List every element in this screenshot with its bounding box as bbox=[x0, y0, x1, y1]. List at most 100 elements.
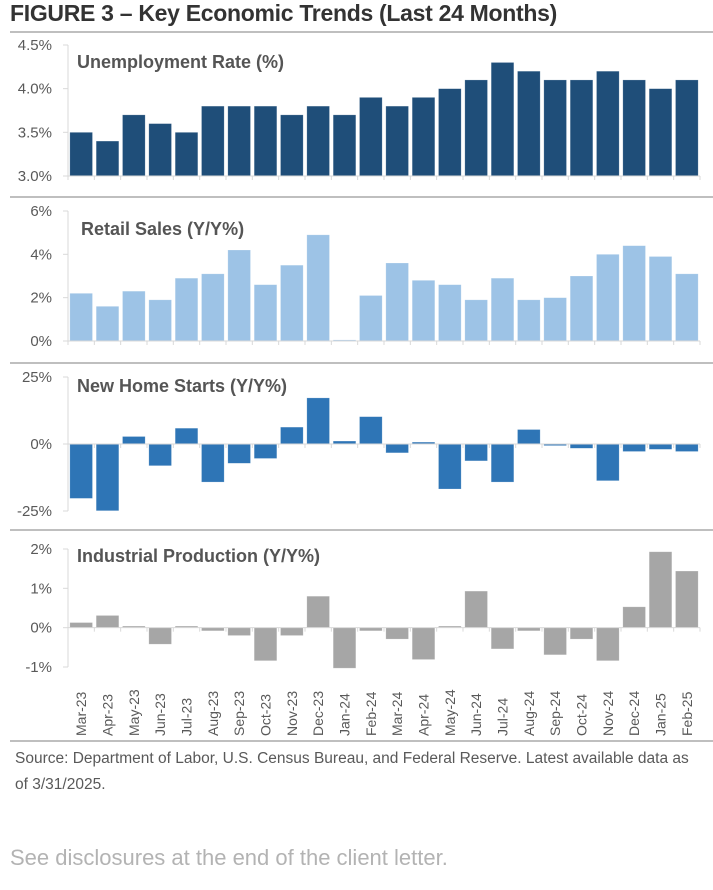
bar-sep-24 bbox=[543, 297, 567, 342]
bar-aug-23 bbox=[201, 273, 225, 342]
bar-jun-23 bbox=[148, 123, 172, 177]
bar-feb-24 bbox=[359, 295, 383, 342]
bar-aug-24 bbox=[517, 70, 541, 177]
bar-jul-24 bbox=[490, 443, 515, 483]
x-tick-label: Mar-24 bbox=[389, 691, 405, 736]
bar-mar-24 bbox=[385, 443, 409, 454]
bar-nov-24 bbox=[596, 443, 620, 482]
bar-sep-23 bbox=[227, 105, 251, 177]
shared-x-axis: Mar-23 Apr-23 May-23 Jun-23 Jul-23 Aug-23 Sep-… bbox=[73, 689, 695, 736]
y-tick-label: 3.5% bbox=[18, 124, 52, 141]
bar-jun-24 bbox=[464, 443, 488, 462]
y-tick-label: -25% bbox=[17, 503, 52, 520]
bar-aug-23 bbox=[201, 105, 225, 177]
bar-mar-24 bbox=[385, 105, 409, 177]
bar-may-23 bbox=[122, 290, 146, 342]
bar-dec-23 bbox=[306, 105, 330, 177]
bar-dec-23 bbox=[306, 595, 330, 628]
bar-jul-23 bbox=[174, 427, 199, 445]
bar-sep-23 bbox=[227, 627, 251, 636]
bar-jun-23 bbox=[148, 299, 172, 342]
y-tick-label: 0% bbox=[30, 620, 52, 637]
bar-jun-24 bbox=[464, 79, 488, 177]
bar-apr-24 bbox=[411, 627, 436, 660]
y-tick-label: 0% bbox=[30, 333, 52, 350]
bar-mar-23 bbox=[69, 293, 93, 342]
bar-apr-23 bbox=[95, 443, 120, 512]
bar-feb-24 bbox=[359, 97, 383, 177]
y-tick-label: 0% bbox=[30, 436, 52, 453]
bar-feb-25 bbox=[675, 443, 699, 452]
bar-may-24 bbox=[438, 88, 462, 177]
bar-jun-24 bbox=[464, 590, 488, 628]
bar-mar-24 bbox=[385, 262, 409, 342]
bar-apr-23 bbox=[95, 306, 120, 342]
bar-aug-24 bbox=[517, 429, 541, 445]
bar-jul-24 bbox=[490, 62, 515, 177]
disclosure-note: See disclosures at the end of the client… bbox=[10, 845, 448, 870]
x-tick-label: Oct-24 bbox=[574, 694, 590, 736]
y-tick-label: 4.0% bbox=[18, 81, 52, 98]
panel-title: Unemployment Rate (%) bbox=[77, 52, 284, 72]
bar-mar-23 bbox=[69, 132, 93, 177]
bar-nov-24 bbox=[596, 70, 620, 177]
bar-nov-24 bbox=[596, 627, 620, 662]
x-tick-label: Aug-24 bbox=[521, 691, 537, 736]
bar-feb-24 bbox=[359, 416, 383, 445]
x-tick-label: Jan-24 bbox=[337, 693, 353, 736]
bar-sep-24 bbox=[543, 627, 567, 656]
bar-dec-24 bbox=[622, 79, 646, 177]
y-tick-label: 2% bbox=[30, 541, 52, 558]
bar-apr-24 bbox=[411, 97, 436, 177]
bar-sep-24 bbox=[543, 79, 567, 177]
bar-jun-23 bbox=[148, 443, 172, 467]
bar-may-23 bbox=[122, 114, 146, 177]
bar-nov-23 bbox=[280, 264, 304, 342]
panel-industrial-production-y-y: 2% 1% 0% -1% Industrial Production (Y/Y%) bbox=[25, 541, 701, 676]
bar-sep-23 bbox=[227, 443, 251, 464]
bar-may-24 bbox=[438, 443, 462, 490]
panel-separators bbox=[10, 31, 713, 742]
bar-may-24 bbox=[438, 284, 462, 342]
bar-jul-24 bbox=[490, 627, 515, 650]
x-tick-label: May-24 bbox=[442, 689, 458, 736]
panel-new-home-starts-y-y: 25% 0% -25% New Home Starts (Y/Y%) bbox=[17, 369, 701, 520]
bar-aug-23 bbox=[201, 443, 225, 483]
bar-oct-23 bbox=[253, 627, 278, 662]
x-tick-label: Feb-24 bbox=[363, 691, 379, 736]
bar-jul-23 bbox=[174, 277, 199, 342]
figure-title: FIGURE 3 – Key Economic Trends (Last 24 … bbox=[10, 0, 557, 26]
bar-nov-23 bbox=[280, 426, 304, 445]
bar-mar-24 bbox=[385, 627, 409, 640]
x-tick-label: Oct-23 bbox=[258, 694, 274, 736]
panel-unemployment-rate: 4.5% 4.0% 3.5% 3.0% Unemployment Rate (%) bbox=[18, 37, 701, 185]
bar-oct-23 bbox=[253, 284, 278, 342]
x-tick-label: Jul-24 bbox=[495, 698, 511, 736]
bar-oct-23 bbox=[253, 443, 278, 459]
x-tick-label: Jan-25 bbox=[653, 693, 669, 736]
bar-feb-25 bbox=[675, 79, 699, 177]
bar-nov-23 bbox=[280, 114, 304, 177]
bar-oct-24 bbox=[569, 275, 594, 342]
bar-jun-24 bbox=[464, 299, 488, 342]
x-tick-label: Sep-23 bbox=[231, 691, 247, 736]
bar-jan-25 bbox=[648, 256, 673, 342]
bar-dec-24 bbox=[622, 606, 646, 628]
x-tick-label: Apr-24 bbox=[416, 694, 432, 736]
bar-jul-23 bbox=[174, 132, 199, 177]
bar-jan-24 bbox=[332, 114, 357, 177]
y-tick-label: 25% bbox=[22, 369, 52, 386]
panel-retail-sales-y-y: 6% 4% 2% 0% Retail Sales (Y/Y%) bbox=[30, 203, 701, 350]
bar-may-23 bbox=[122, 436, 146, 445]
bar-feb-25 bbox=[675, 570, 699, 628]
bar-jul-24 bbox=[490, 277, 515, 342]
bar-dec-24 bbox=[622, 245, 646, 342]
bar-jun-23 bbox=[148, 627, 172, 645]
panel-title: Retail Sales (Y/Y%) bbox=[81, 219, 244, 239]
bar-oct-24 bbox=[569, 443, 594, 449]
x-tick-label: Jul-23 bbox=[179, 698, 195, 736]
bar-dec-24 bbox=[622, 443, 646, 452]
x-tick-label: Jun-24 bbox=[468, 693, 484, 736]
bar-nov-24 bbox=[596, 254, 620, 342]
